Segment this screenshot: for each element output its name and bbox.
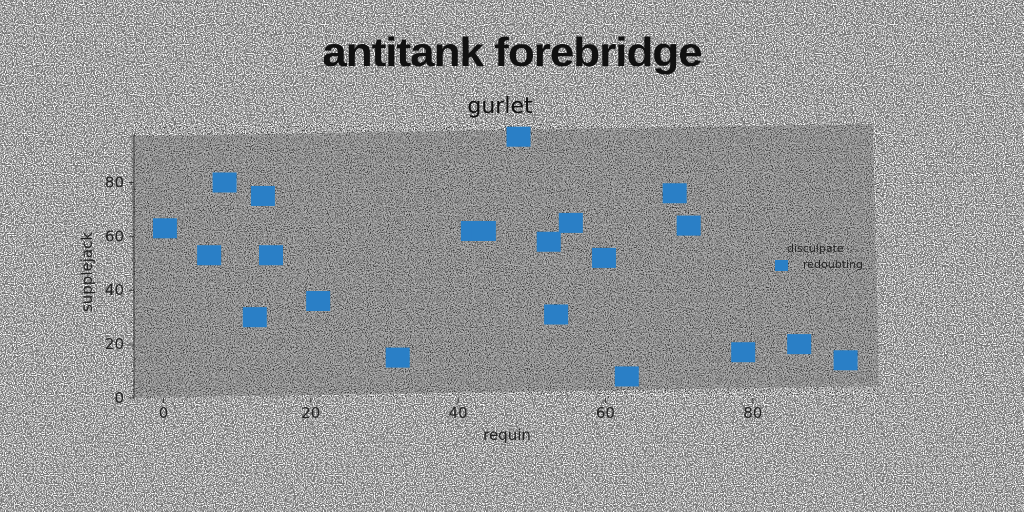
data-point <box>559 213 583 233</box>
y-tick-label: 60 <box>105 227 124 245</box>
data-point <box>544 304 568 324</box>
chart-title: gurlet <box>0 94 1000 119</box>
x-tick-label: 80 <box>743 404 762 422</box>
y-tick-label: 40 <box>105 281 124 299</box>
data-point <box>507 127 531 147</box>
data-point <box>663 183 687 203</box>
plot-noise-light <box>131 124 879 398</box>
legend-marker <box>775 260 788 271</box>
legend-title: disculpate <box>787 242 844 255</box>
legend-label: redoubting <box>803 258 863 271</box>
x-tick-label: 40 <box>449 404 468 422</box>
y-tick-label: 80 <box>105 173 124 191</box>
data-point <box>386 348 410 368</box>
data-point <box>259 245 283 265</box>
data-point <box>592 248 616 268</box>
figure-title: antitank forebridge <box>0 30 1024 76</box>
data-point <box>834 350 858 370</box>
data-point <box>213 172 237 192</box>
data-point <box>306 291 330 311</box>
data-point <box>472 221 496 241</box>
data-point <box>243 307 267 327</box>
x-tick-label: 20 <box>301 404 320 422</box>
x-tick-label: 60 <box>596 404 615 422</box>
data-point <box>731 342 755 362</box>
y-tick-label: 20 <box>105 335 124 353</box>
data-point <box>537 232 561 252</box>
data-point <box>251 186 275 206</box>
data-point <box>787 334 811 354</box>
data-point <box>615 366 639 386</box>
x-axis-label: requin <box>483 426 531 444</box>
y-tick-label: 0 <box>114 389 124 407</box>
data-point <box>153 218 177 238</box>
data-point <box>677 216 701 236</box>
y-axis-label: supplejack <box>78 232 96 312</box>
data-point <box>197 245 221 265</box>
x-tick-label: 0 <box>159 404 169 422</box>
